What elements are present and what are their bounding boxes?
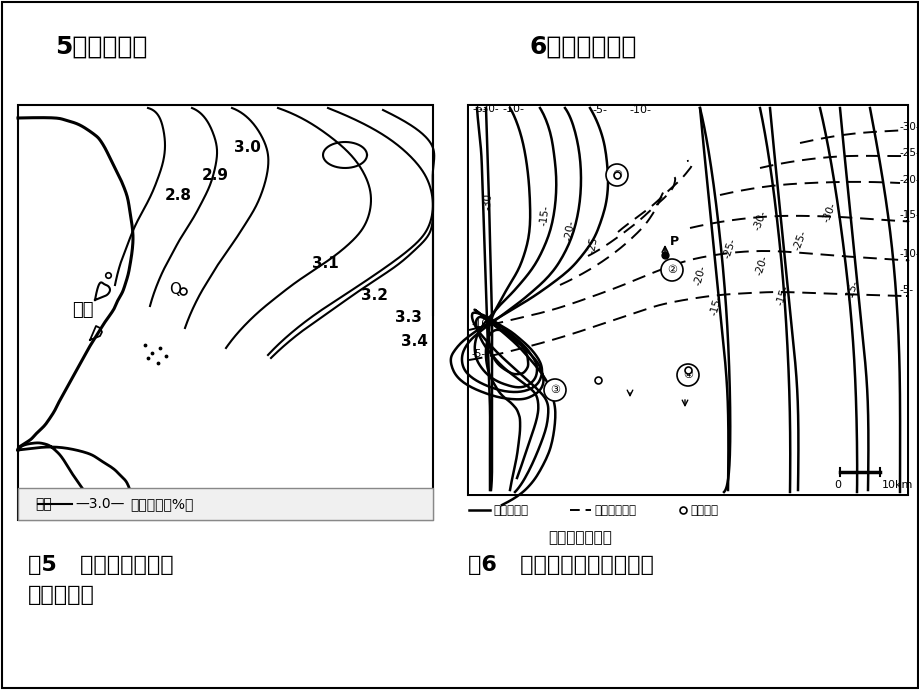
Text: -25-: -25- <box>899 148 919 158</box>
Text: -30-: -30- <box>478 104 499 114</box>
Text: -10-: -10- <box>629 105 651 115</box>
Text: ④: ④ <box>682 370 692 380</box>
Text: -30-: -30- <box>899 122 919 132</box>
Text: P: P <box>669 235 678 248</box>
Text: -15-: -15- <box>539 204 550 226</box>
Text: 潜水等水位线: 潜水等水位线 <box>594 504 635 517</box>
Text: 3.3: 3.3 <box>394 310 421 326</box>
Text: 地形等高线: 地形等高线 <box>493 504 528 517</box>
Text: -15-: -15- <box>899 210 919 220</box>
Circle shape <box>676 364 698 386</box>
Text: -25-: -25- <box>791 228 808 251</box>
Text: 图例: 图例 <box>35 497 51 511</box>
Text: -20-: -20- <box>692 264 707 286</box>
Text: 3.2: 3.2 <box>361 288 388 302</box>
Circle shape <box>543 379 565 401</box>
Bar <box>469 106 906 494</box>
Text: 3.1: 3.1 <box>312 255 338 270</box>
Text: -25-: -25- <box>721 237 737 259</box>
Text: ②: ② <box>666 265 676 275</box>
Text: 2.8: 2.8 <box>165 188 191 204</box>
Text: 6、等潜水位线: 6、等潜水位线 <box>529 35 637 59</box>
Text: -20-: -20- <box>563 219 576 241</box>
Bar <box>468 105 907 495</box>
Circle shape <box>606 164 628 186</box>
Text: -10-: -10- <box>899 249 919 259</box>
Text: 潜水等水位线图: 潜水等水位线图 <box>548 530 611 545</box>
Text: 盐度分布图: 盐度分布图 <box>28 585 95 605</box>
Text: -5-: -5- <box>472 104 487 114</box>
Text: 等盐度线（%）: 等盐度线（%） <box>130 497 193 511</box>
Bar <box>18 105 433 520</box>
Text: 0: 0 <box>834 480 841 490</box>
Circle shape <box>660 259 682 281</box>
Text: 5、等盐度线: 5、等盐度线 <box>55 35 147 59</box>
Text: —3.0—: —3.0— <box>75 497 124 511</box>
Text: -5-: -5- <box>471 349 485 359</box>
Text: 图5   长江口地区海水: 图5 长江口地区海水 <box>28 555 174 575</box>
Text: -20-: -20- <box>754 254 769 277</box>
Text: ③: ③ <box>550 385 560 395</box>
Text: 3.0: 3.0 <box>233 141 260 155</box>
Text: 2.9: 2.9 <box>201 168 228 182</box>
Text: -10-: -10- <box>502 104 524 114</box>
Text: 10km: 10km <box>881 480 913 490</box>
Text: -5-: -5- <box>899 285 913 295</box>
Text: -15-: -15- <box>774 284 790 306</box>
Text: 上海: 上海 <box>73 301 94 319</box>
Text: ①: ① <box>611 170 621 180</box>
Text: -25-: -25- <box>585 232 599 254</box>
Text: Q: Q <box>169 282 181 297</box>
Bar <box>18 488 433 520</box>
Text: -30-: -30- <box>751 208 767 231</box>
Text: -30-: -30- <box>821 201 837 224</box>
Text: 图6   某地区等潜水线分布图: 图6 某地区等潜水线分布图 <box>468 555 653 575</box>
Text: -20-: -20- <box>899 175 919 185</box>
Text: -15-: -15- <box>843 279 859 302</box>
Text: -15-: -15- <box>708 294 722 316</box>
Text: -5-: -5- <box>592 105 607 115</box>
Text: 3.4: 3.4 <box>401 335 427 350</box>
Text: -30-: -30- <box>482 190 493 210</box>
Text: -10-: -10- <box>471 319 492 329</box>
Text: 钻孔或井: 钻孔或井 <box>689 504 717 517</box>
